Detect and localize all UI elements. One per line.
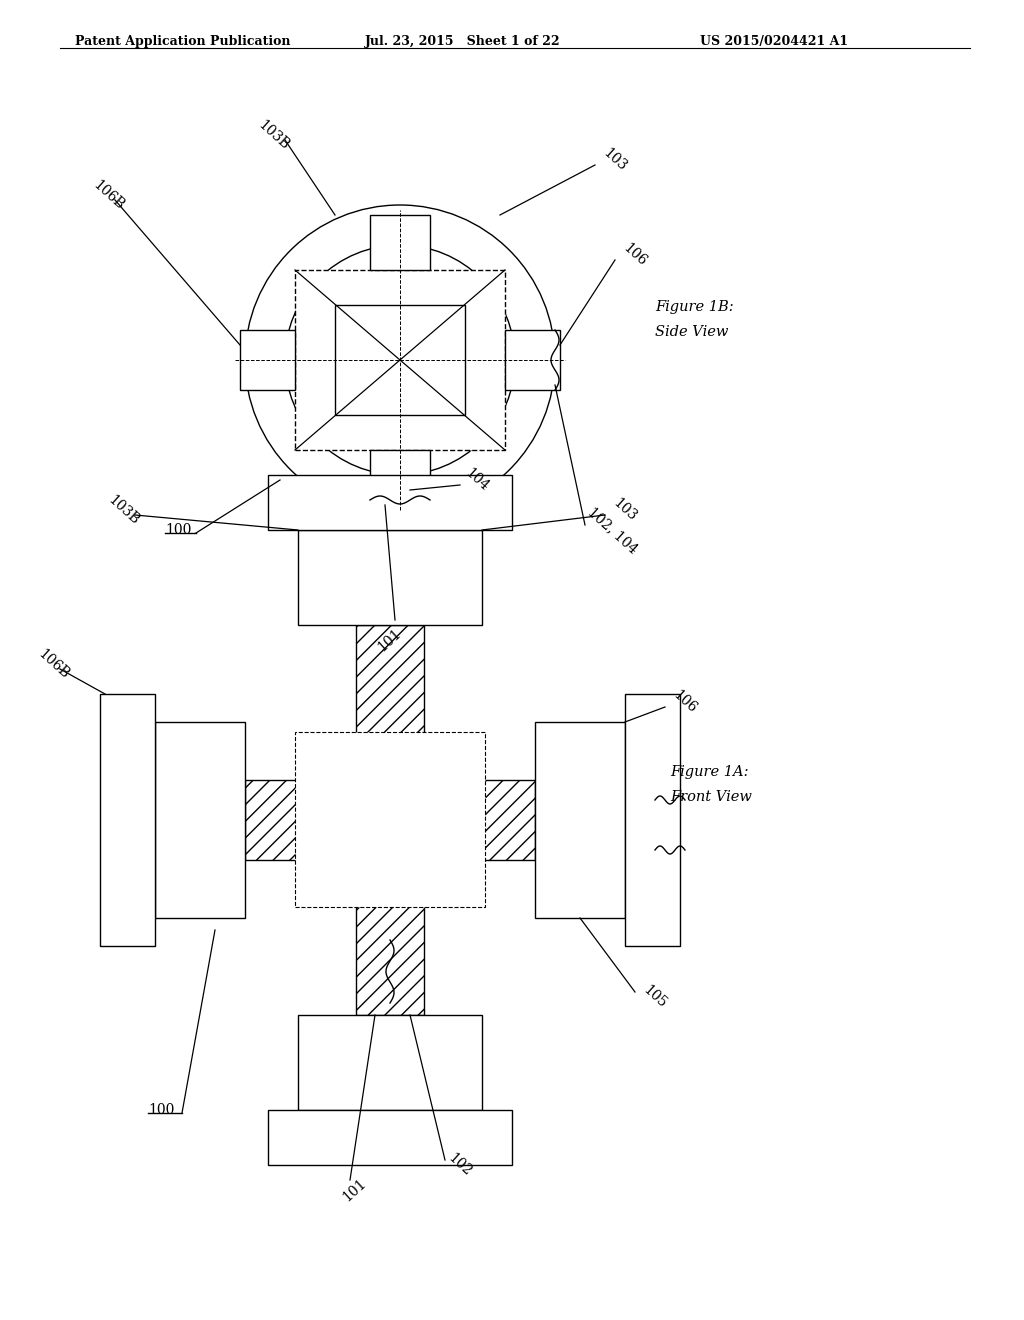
- Text: 106B: 106B: [35, 647, 72, 681]
- Bar: [370, 215, 430, 271]
- Bar: [625, 694, 680, 946]
- Text: 103B: 103B: [105, 492, 141, 528]
- Text: Figure 1A:: Figure 1A:: [670, 766, 749, 779]
- Bar: [298, 1015, 482, 1110]
- Bar: [505, 330, 560, 389]
- Text: 101: 101: [340, 1176, 369, 1204]
- Text: 100: 100: [165, 523, 191, 537]
- Bar: [356, 624, 424, 1015]
- Text: 101: 101: [375, 626, 404, 655]
- Text: 104: 104: [462, 466, 492, 494]
- Bar: [268, 1110, 512, 1166]
- Text: US 2015/0204421 A1: US 2015/0204421 A1: [700, 36, 848, 48]
- Text: 106B: 106B: [90, 178, 127, 213]
- Text: 100: 100: [148, 1104, 174, 1117]
- Text: 105: 105: [640, 983, 669, 1011]
- Text: Front View: Front View: [670, 789, 752, 804]
- Bar: [535, 722, 625, 917]
- Text: 106: 106: [620, 242, 649, 269]
- Text: Figure 1B:: Figure 1B:: [655, 300, 733, 314]
- Bar: [370, 450, 430, 506]
- Bar: [295, 733, 485, 907]
- Text: 106: 106: [670, 688, 699, 715]
- Text: 103: 103: [600, 147, 629, 174]
- Bar: [100, 694, 155, 946]
- Bar: [268, 475, 512, 531]
- Bar: [295, 271, 505, 450]
- Text: 103: 103: [610, 496, 639, 524]
- Bar: [240, 330, 295, 389]
- Text: Jul. 23, 2015   Sheet 1 of 22: Jul. 23, 2015 Sheet 1 of 22: [365, 36, 560, 48]
- Text: Patent Application Publication: Patent Application Publication: [75, 36, 291, 48]
- Bar: [298, 531, 482, 624]
- Text: Side View: Side View: [655, 325, 728, 339]
- Text: 102, 104: 102, 104: [585, 504, 640, 556]
- Bar: [155, 722, 245, 917]
- Text: 102: 102: [445, 1151, 474, 1179]
- Bar: [245, 780, 535, 861]
- Bar: [335, 305, 465, 414]
- Text: 103B: 103B: [255, 117, 292, 152]
